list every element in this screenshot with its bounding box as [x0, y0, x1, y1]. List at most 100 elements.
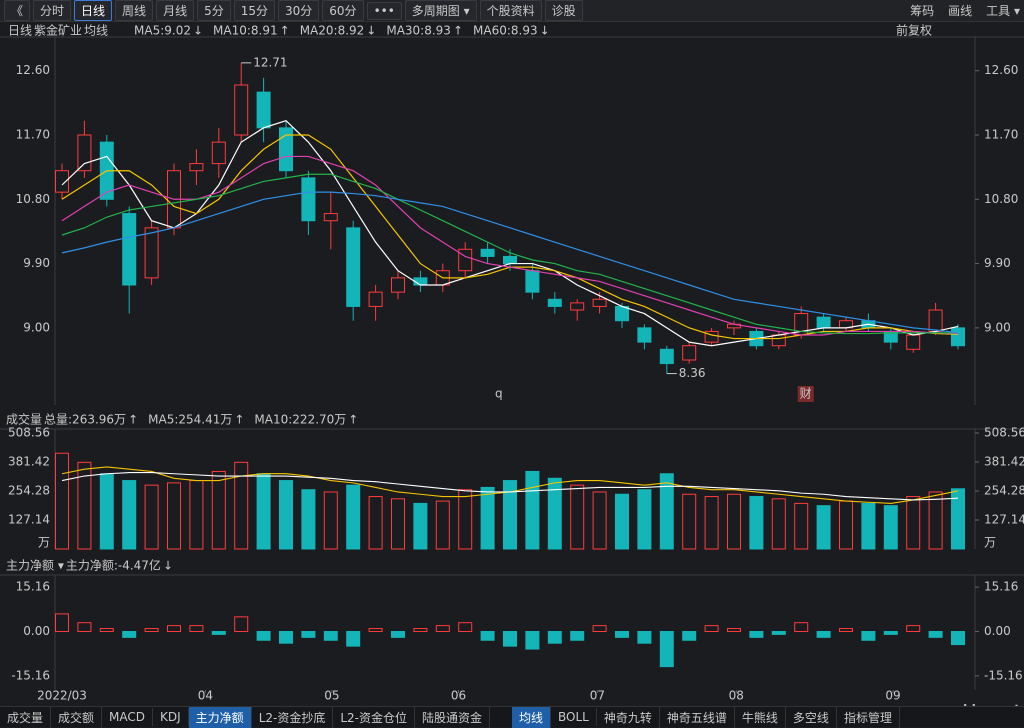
toolbar-button[interactable]: 多周期图 ▾: [404, 0, 477, 21]
indicator-tab[interactable]: KDJ: [153, 708, 189, 726]
bar: [503, 480, 517, 550]
indicator-tab[interactable]: 成交额: [51, 706, 103, 728]
bar: [861, 502, 876, 550]
marker-bg: [797, 386, 814, 402]
bar: [323, 630, 338, 641]
x-tick-label: 2022/03: [37, 689, 87, 703]
bar: [279, 630, 293, 644]
toolbar-button[interactable]: 画线: [948, 4, 973, 18]
bar: [99, 473, 114, 550]
toolbar-button[interactable]: 周线: [115, 0, 154, 21]
y-unit: 万: [984, 536, 996, 550]
bar: [503, 630, 517, 647]
x-tick-label: 06: [451, 689, 466, 703]
legend-entry: MA5:9.02: [134, 24, 191, 38]
bar: [816, 505, 831, 550]
y-tick-label: 0.00: [984, 624, 1011, 638]
bar: [570, 630, 585, 641]
indicator-tab[interactable]: BOLL: [551, 708, 597, 726]
indicator-tab[interactable]: L2-资金抄底: [252, 706, 334, 728]
bar: [167, 482, 181, 550]
bar: [525, 630, 540, 650]
bar: [346, 484, 361, 550]
event-marker: q: [495, 387, 503, 401]
stock-name: 紫金矿业: [34, 23, 82, 38]
bar: [906, 496, 921, 550]
legend-entry: MA5:254.41万: [148, 413, 232, 427]
indicator-tab[interactable]: 均线: [512, 706, 552, 728]
candle-body: [346, 227, 361, 307]
bar: [704, 625, 719, 632]
toolbar-button[interactable]: 5分: [197, 0, 231, 21]
toolbar-button[interactable]: 日线: [74, 0, 113, 21]
bar: [951, 630, 965, 646]
indicator-tab[interactable]: 主力净额: [188, 706, 252, 728]
bar: [211, 630, 226, 635]
toolbar-button[interactable]: 月线: [156, 0, 195, 21]
annotation: 12.71: [253, 55, 287, 69]
indicator-tab[interactable]: L2-资金仓位: [333, 706, 415, 728]
candle-body: [189, 163, 204, 172]
trend-arrow: ↑: [234, 413, 244, 427]
candle-body: [928, 309, 943, 332]
toolbar-button[interactable]: 15分: [233, 0, 275, 21]
legend-entry: MA30:8.93: [386, 24, 451, 38]
toolbar-button[interactable]: 个股资料: [479, 0, 542, 21]
bar: [816, 630, 831, 638]
candle-body: [279, 127, 293, 172]
bar: [592, 491, 607, 550]
indicator-tab[interactable]: 牛熊线: [735, 706, 786, 728]
bar: [637, 489, 652, 550]
candle-body: [547, 298, 562, 307]
indicator-tab[interactable]: 神奇九转: [597, 706, 660, 728]
indicator-tab[interactable]: 成交量: [0, 706, 52, 728]
bar: [279, 480, 293, 550]
candle-body: [704, 330, 719, 343]
bar: [839, 500, 853, 550]
candle-body: [659, 348, 674, 365]
toolbar-button[interactable]: 筹码: [910, 4, 935, 18]
trend-arrow: ↓: [163, 559, 173, 573]
toolbar-button[interactable]: 分时: [33, 0, 72, 21]
indicator-tab[interactable]: 陆股通资金: [415, 706, 491, 728]
event-marker: 财: [800, 387, 812, 401]
toolbar-button[interactable]: 工具 ▾: [986, 4, 1020, 18]
bar: [234, 616, 249, 632]
ma-line: [61, 155, 959, 336]
bar: [525, 470, 540, 550]
toolbar-button[interactable]: 《: [4, 0, 31, 21]
y-tick-label: 9.00: [23, 320, 50, 334]
bar: [794, 622, 809, 632]
legend-entry: MA10:222.70万: [254, 413, 346, 427]
y-tick-label: 10.80: [984, 192, 1018, 206]
candle-body: [816, 316, 831, 329]
indicator-tab[interactable]: 指标管理: [837, 706, 900, 728]
candle-body: [211, 141, 226, 165]
trend-arrow: ↑: [453, 24, 463, 38]
candle-body: [144, 227, 159, 279]
toolbar-button[interactable]: •••: [366, 1, 402, 20]
bar: [55, 452, 69, 550]
bar: [144, 484, 159, 550]
legend-entry: MA60:8.93: [473, 24, 538, 38]
candle-body: [503, 255, 517, 265]
bar: [368, 628, 383, 632]
indicator-tab[interactable]: 神奇五线谱: [660, 706, 735, 728]
y-tick-label: 10.80: [16, 192, 50, 206]
x-tick-label: 04: [198, 689, 213, 703]
bar: [167, 625, 181, 632]
toolbar-button[interactable]: 诊股: [544, 0, 583, 21]
candle-body: [391, 277, 405, 293]
toolbar-button[interactable]: 30分: [278, 0, 320, 21]
y-tick-label: 127.14: [8, 513, 50, 527]
bar: [637, 630, 652, 644]
indicator-tab[interactable]: MACD: [102, 708, 154, 726]
toolbar-button[interactable]: 60分: [322, 0, 364, 21]
bar: [346, 630, 361, 647]
bar-legend: 总量:263.96万: [44, 413, 126, 427]
bar: [749, 496, 764, 550]
indicator-tab[interactable]: 多空线: [786, 706, 837, 728]
y-tick-label: 381.42: [8, 455, 50, 469]
candle-body: [234, 84, 249, 136]
